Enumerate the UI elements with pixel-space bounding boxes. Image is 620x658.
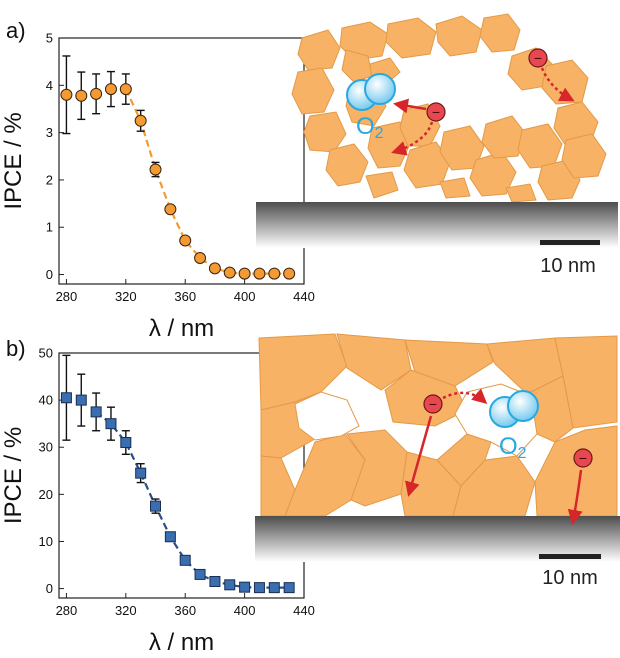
data-point xyxy=(150,500,162,512)
data-point xyxy=(135,467,147,479)
svg-text:−: − xyxy=(429,396,437,412)
data-point xyxy=(224,579,236,591)
o2-subscript-b: 2 xyxy=(518,445,527,462)
svg-text:−: − xyxy=(579,450,587,466)
data-point xyxy=(179,234,192,247)
data-point xyxy=(239,581,251,593)
o2-label-b: O xyxy=(499,433,518,460)
data-point xyxy=(164,203,177,216)
svg-text:O2: O2 xyxy=(499,433,527,462)
y-tick-label: 1 xyxy=(46,220,53,235)
scale-label-a: 10 nm xyxy=(540,255,596,277)
x-tick-label: 360 xyxy=(174,289,196,304)
data-point xyxy=(283,267,296,280)
electron-b2: − xyxy=(573,448,593,468)
y-tick-label: 5 xyxy=(46,31,53,46)
panel-a-label: a) xyxy=(6,18,26,43)
data-point xyxy=(268,267,281,280)
y-tick-label: 10 xyxy=(39,534,53,549)
data-point xyxy=(253,582,265,594)
data-point xyxy=(283,582,295,594)
x-tick-label: 400 xyxy=(234,289,256,304)
svg-text:O2: O2 xyxy=(356,113,384,142)
y-axis-label: IPCE / % xyxy=(0,427,27,524)
data-point xyxy=(60,392,72,404)
plot-frame xyxy=(58,37,305,285)
scale-bar-a xyxy=(540,240,600,245)
data-point xyxy=(209,576,221,588)
electron-b1: − xyxy=(423,394,443,414)
o2-label-a: O xyxy=(356,113,375,140)
y-tick-label: 4 xyxy=(46,78,53,93)
transport-arrow-b1 xyxy=(405,415,433,497)
fit-line xyxy=(124,88,290,275)
scale-label-b: 10 nm xyxy=(542,567,598,589)
data-point xyxy=(75,394,87,406)
y-tick-label: 2 xyxy=(46,172,53,187)
transfer-arrow-a xyxy=(393,98,427,114)
x-tick-label: 360 xyxy=(174,603,196,618)
x-tick-label: 440 xyxy=(293,603,315,618)
panel-b-label: b) xyxy=(6,336,26,361)
data-point xyxy=(75,89,88,102)
data-point xyxy=(194,568,206,580)
data-point xyxy=(60,88,73,101)
x-tick-label: 280 xyxy=(56,289,78,304)
electron-a1: − xyxy=(426,102,446,122)
y-tick-label: 30 xyxy=(39,440,53,455)
chart-a: 280 320 360 400 440 0 1 2 3 4 5 λ / nm IPCE / % xyxy=(0,31,315,341)
x-tick-label: 400 xyxy=(234,603,256,618)
y-tick-label: 3 xyxy=(46,125,53,140)
data-point xyxy=(253,267,266,280)
data-point xyxy=(194,251,207,264)
data-point xyxy=(179,554,191,566)
scale-bar-b xyxy=(539,554,601,559)
data-point xyxy=(90,406,102,418)
o2-subscript-a: 2 xyxy=(375,125,384,142)
y-tick-label: 20 xyxy=(39,487,53,502)
x-tick-label: 280 xyxy=(56,603,78,618)
data-point xyxy=(134,114,147,127)
o2-molecule-a: O2 xyxy=(346,73,396,142)
dense-particle-film xyxy=(258,333,618,517)
illustration-b: 10 nm O2 − − xyxy=(255,333,620,589)
x-tick-label: 320 xyxy=(115,603,137,618)
data-point xyxy=(238,267,251,280)
data-point xyxy=(149,163,162,176)
data-point xyxy=(90,87,103,100)
data-point xyxy=(268,582,280,594)
nanoparticle-network xyxy=(291,13,607,203)
electron-a2: − xyxy=(528,48,548,68)
illustration-a: 10 nm O2 − − xyxy=(256,13,618,277)
data-point xyxy=(208,262,221,275)
x-tick-label: 320 xyxy=(115,289,137,304)
y-axis-label: IPCE / % xyxy=(0,112,27,209)
data-point xyxy=(120,437,132,449)
data-point xyxy=(223,266,236,279)
svg-text:−: − xyxy=(534,50,542,66)
y-tick-label: 50 xyxy=(39,346,53,361)
svg-text:−: − xyxy=(432,104,440,120)
transport-arrow-b2 xyxy=(567,469,583,525)
x-axis-label: λ / nm xyxy=(149,315,214,340)
data-point xyxy=(164,531,176,543)
y-tick-label: 0 xyxy=(46,267,53,282)
data-point xyxy=(104,83,117,96)
o2-molecule-b: O2 xyxy=(489,390,539,462)
x-axis-label: λ / nm xyxy=(149,629,214,656)
chart-b: 280 320 360 400 440 0 10 20 30 40 50 λ / nm IPCE / % xyxy=(0,346,315,657)
data-point xyxy=(119,83,132,96)
y-tick-label: 0 xyxy=(46,581,53,596)
x-tick-label: 440 xyxy=(293,289,315,304)
data-point xyxy=(105,418,117,430)
y-tick-label: 40 xyxy=(39,393,53,408)
